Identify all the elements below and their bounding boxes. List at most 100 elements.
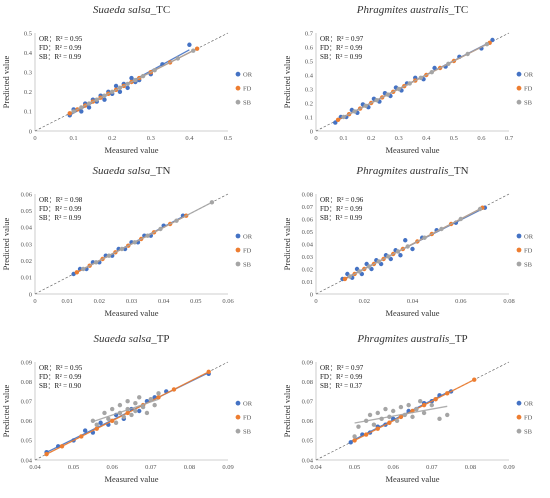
legend-marker-fd [516, 247, 522, 253]
y-tick-label: 0.09 [302, 359, 313, 366]
y-tick-label: 0.05 [21, 438, 32, 445]
y-tick-label: 0.08 [302, 191, 313, 198]
r2-stat-sb: SB：R² = 0.99 [39, 214, 82, 222]
data-point-sb [121, 414, 126, 420]
y-tick-label: 0.08 [21, 379, 32, 386]
chart-panel: Suaeda salsa_TP 0.04 0.05 0.06 0.07 0.08 0.09 0… [1, 333, 253, 484]
chart-title: Phragmites australis_TP [356, 333, 467, 345]
x-tick-label: 0.07 [145, 464, 157, 471]
x-tick-label: 0.05 [190, 298, 201, 305]
legend-marker-sb [235, 261, 241, 267]
x-tick-label: 0.4 [185, 135, 194, 142]
legend-marker-sb [516, 261, 522, 267]
x-tick-label: 0.4 [422, 135, 431, 142]
chart-title-suffix: _TP [448, 333, 467, 345]
chart-title-species: Phragmites australis [355, 165, 448, 177]
chart-panel: Phragmites australis_TN 0 0.02 0.04 0.06 0.08… [282, 165, 534, 318]
y-axis-title: Predicted value [1, 217, 11, 270]
r2-stat-or: OR：R² = 0.95 [39, 35, 83, 43]
data-point-sb [445, 412, 450, 418]
chart-panel: Suaeda salsa_TC 0 0.1 0.2 0.3 0.4 0.5 0 0.1 0.2 0.… [1, 4, 253, 155]
x-tick-label: 0.2 [108, 135, 116, 142]
x-tick-label: 0.5 [224, 135, 232, 142]
y-tick-label: 0.7 [305, 30, 314, 37]
x-tick-label: 0 [33, 135, 36, 142]
chart-title-species: Suaeda salsa [93, 165, 151, 177]
legend-marker-sb [235, 428, 241, 434]
data-point-sb [94, 422, 99, 427]
chart-title-suffix: _TN [149, 165, 170, 177]
y-tick-label: 0.07 [302, 204, 314, 211]
legend-label-or: OR [524, 400, 534, 407]
x-tick-label: 0.04 [29, 464, 41, 471]
data-point-sb [421, 410, 427, 416]
x-axis-title: Measured value [104, 474, 158, 484]
x-tick-label: 0.3 [395, 135, 403, 142]
y-tick-label: 0.09 [21, 359, 32, 366]
data-point-sb [129, 412, 134, 418]
r2-stat-fd: FD：R² = 0.99 [39, 205, 82, 213]
data-point-fd [352, 438, 357, 443]
trend-line-sb [354, 405, 448, 424]
y-tick-label: 0.3 [24, 70, 32, 77]
x-axis-title: Measured value [104, 145, 158, 155]
r2-stat-or: OR：R² = 0.95 [39, 364, 83, 372]
data-point-sb [429, 402, 434, 408]
data-point-sb [148, 397, 153, 402]
x-tick-label: 0.2 [367, 135, 375, 142]
x-tick-label: 0 [314, 135, 317, 142]
x-tick-label: 0.04 [310, 464, 322, 471]
chart-title-species: Suaeda salsa [93, 4, 151, 16]
x-tick-label: 0.01 [61, 298, 72, 305]
r2-stat-or: OR：R² = 0.98 [39, 196, 83, 204]
chart-title-suffix: _TN [447, 165, 468, 177]
r2-stat-sb: SB：R² = 0.90 [39, 382, 82, 390]
trend-line-sb [349, 208, 481, 278]
chart-title: Suaeda salsa_TC [93, 4, 170, 16]
legend-label-fd: FD [243, 247, 252, 254]
legend-label-or: OR [524, 233, 534, 240]
data-point-sb [347, 274, 352, 279]
legend-label-fd: FD [524, 247, 533, 254]
r2-stat-fd: FD：R² = 0.99 [320, 44, 363, 52]
x-tick-label: 0.5 [450, 135, 458, 142]
data-point-sb [140, 404, 146, 410]
legend-label-or: OR [243, 71, 253, 78]
y-tick-label: 0.06 [21, 191, 33, 198]
data-point-sb [156, 391, 161, 396]
legend-label-fd: FD [524, 85, 533, 92]
y-tick-label: 0.3 [305, 86, 313, 93]
y-tick-label: 0.04 [302, 457, 314, 464]
y-tick-label: 0.4 [24, 50, 33, 57]
x-tick-label: 0.6 [477, 135, 486, 142]
y-tick-label: 0.05 [21, 208, 32, 215]
r2-stat-sb: SB：R² = 0.37 [320, 382, 363, 390]
data-point-or [98, 420, 103, 425]
legend-label-sb: SB [524, 261, 533, 268]
legend-label-fd: FD [524, 414, 533, 421]
data-point-sb [375, 410, 380, 416]
r2-stat-fd: FD：R² = 0.99 [320, 373, 363, 381]
legend-marker-fd [516, 85, 522, 91]
legend-label-sb: SB [524, 99, 533, 106]
legend-label-fd: FD [243, 414, 252, 421]
legend-label-or: OR [524, 71, 534, 78]
chart-panel: Suaeda salsa_TN 0 0.01 0.02 0.03 0.04 0.05 0.06… [1, 165, 253, 318]
data-point-sb [102, 410, 107, 416]
x-tick-label: 0.08 [465, 464, 476, 471]
legend-label-sb: SB [243, 261, 252, 268]
y-tick-label: 0.02 [302, 266, 313, 273]
y-tick-label: 0.05 [302, 229, 313, 236]
r2-stat-or: OR：R² = 0.96 [320, 196, 364, 204]
x-tick-label: 0.06 [107, 464, 119, 471]
legend-label-or: OR [243, 400, 253, 407]
trend-line-sb [73, 50, 194, 112]
data-point-sb [418, 399, 423, 404]
data-point-sb [125, 399, 130, 404]
data-point-or [398, 253, 403, 258]
chart-title-suffix: _TC [448, 4, 469, 16]
trend-line-sb [92, 398, 159, 423]
y-tick-label: 0.06 [302, 216, 314, 223]
y-tick-label: 0.03 [21, 241, 32, 248]
